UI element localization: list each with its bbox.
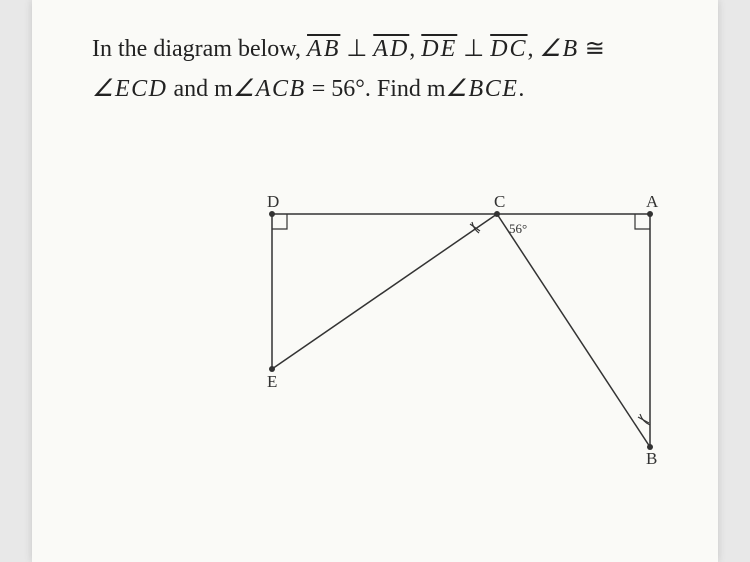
point-c bbox=[494, 211, 500, 217]
period-2: . bbox=[518, 76, 524, 102]
angle-acb: ACB bbox=[256, 76, 306, 102]
perp-1: ⊥ bbox=[346, 36, 373, 62]
geometry-diagram: D C A E B 56° bbox=[172, 189, 672, 489]
point-d bbox=[269, 211, 275, 217]
label-c: C bbox=[494, 192, 505, 211]
angle-sym-4: ∠ bbox=[446, 76, 469, 102]
comma-1: , bbox=[409, 36, 421, 62]
angle-sym-2: ∠ bbox=[92, 76, 115, 102]
angle-ecd: ECD bbox=[115, 76, 168, 102]
segment-dc: DC bbox=[490, 36, 527, 62]
segment-de: DE bbox=[421, 36, 457, 62]
label-d: D bbox=[267, 192, 279, 211]
segment-ad: AD bbox=[373, 36, 409, 62]
angle-b: B bbox=[563, 36, 579, 62]
text-prefix: In the diagram below, bbox=[92, 36, 307, 62]
find-text: Find bbox=[377, 76, 427, 102]
right-angle-d bbox=[272, 214, 287, 229]
segment-ab: AB bbox=[307, 36, 340, 62]
line-ce bbox=[272, 214, 497, 369]
label-b: B bbox=[646, 449, 657, 468]
m-prefix-1: m bbox=[214, 76, 233, 102]
angle-sym-3: ∠ bbox=[233, 76, 256, 102]
line-cb bbox=[497, 214, 650, 447]
right-angle-a bbox=[635, 214, 650, 229]
period-1: . bbox=[365, 76, 377, 102]
comma-2: , bbox=[528, 36, 540, 62]
angle-56-label: 56° bbox=[509, 221, 527, 236]
perp-2: ⊥ bbox=[463, 36, 490, 62]
m-prefix-2: m bbox=[427, 76, 446, 102]
and-text: and bbox=[174, 76, 215, 102]
page-container: In the diagram below, AB ⊥ AD, DE ⊥ DC, … bbox=[32, 0, 718, 562]
angle-bce: BCE bbox=[469, 76, 519, 102]
point-a bbox=[647, 211, 653, 217]
equals: = bbox=[312, 76, 332, 102]
problem-text: In the diagram below, AB ⊥ AD, DE ⊥ DC, … bbox=[92, 30, 658, 109]
tick-b bbox=[638, 414, 650, 425]
label-e: E bbox=[267, 372, 277, 391]
value-56: 56 bbox=[331, 76, 355, 102]
degree-sym: ° bbox=[355, 76, 365, 102]
angle-sym-1: ∠ bbox=[540, 36, 563, 62]
congruent: ≅ bbox=[585, 36, 605, 62]
diagram-area: D C A E B 56° bbox=[92, 189, 658, 529]
label-a: A bbox=[646, 192, 659, 211]
